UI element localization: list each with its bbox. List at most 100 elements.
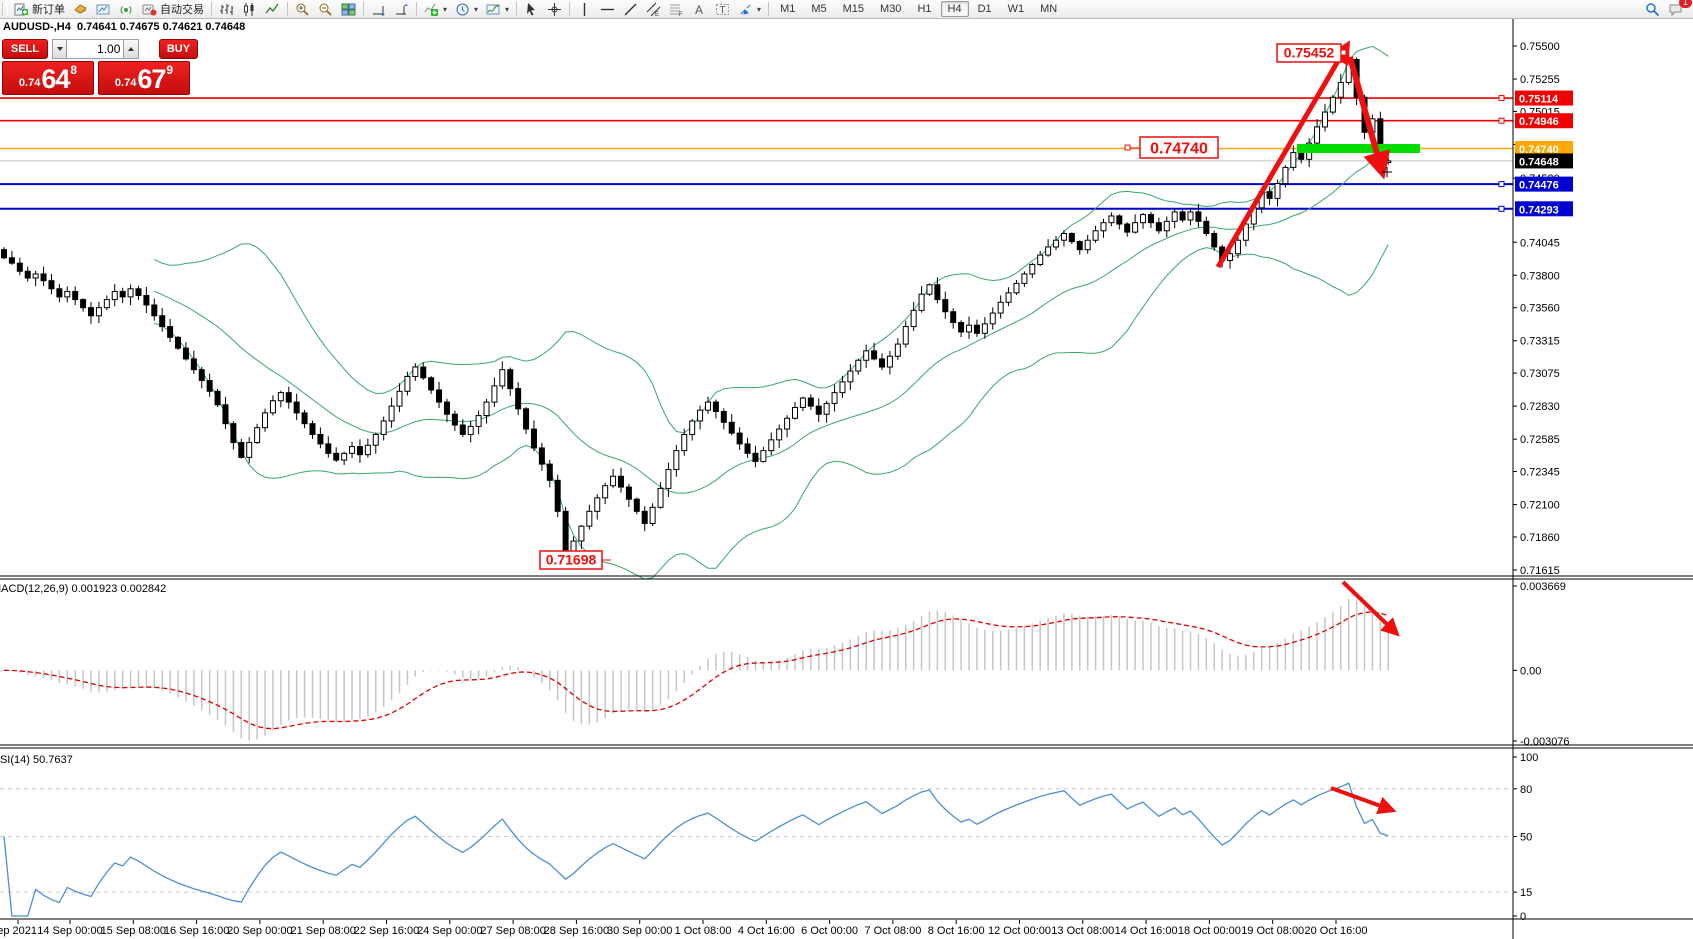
- toolbar-grip[interactable]: [2, 2, 8, 16]
- annotation-mid-price[interactable]: 0.74740: [1124, 136, 1219, 159]
- candle-body: [404, 375, 411, 392]
- funds-button[interactable]: [69, 1, 92, 17]
- price-level-lines[interactable]: [0, 97, 1513, 210]
- time-axis-label: 12 Oct 00:00: [988, 925, 1051, 937]
- crosshair-button[interactable]: [543, 1, 566, 17]
- trend-arrows[interactable]: [1215, 40, 1391, 269]
- signals-button[interactable]: [115, 1, 138, 17]
- toolbar: 新订单 自动交易 ▾ ▾ ▾: [0, 0, 1693, 19]
- candle-body: [538, 447, 545, 465]
- notifications-button[interactable]: 1: [1664, 0, 1692, 17]
- text-button[interactable]: A: [688, 1, 711, 17]
- indicators-button[interactable]: ▾: [420, 1, 451, 17]
- macd-histogram-bar: [327, 670, 330, 721]
- cursor-button[interactable]: [520, 1, 543, 17]
- price-axis-label: 0.73560: [1520, 303, 1560, 315]
- tab-timeframe-d1[interactable]: D1: [977, 3, 992, 15]
- candle-body: [1211, 232, 1218, 248]
- tab-timeframe-h4[interactable]: H4: [940, 1, 969, 17]
- sell-price-display[interactable]: 0.74 64 8: [2, 61, 94, 95]
- candle-body: [436, 389, 443, 403]
- candle-body: [1029, 264, 1036, 275]
- trendline-icon: [623, 2, 638, 17]
- line-chart-button[interactable]: [261, 1, 284, 17]
- candle-body: [720, 411, 727, 423]
- macd-histogram-bar: [549, 670, 551, 691]
- periods-dropdown[interactable]: ▾: [451, 1, 482, 17]
- line-handle[interactable]: [1498, 117, 1505, 124]
- down-trend-arrow[interactable]: [1347, 56, 1391, 180]
- line-handle[interactable]: [1498, 95, 1505, 102]
- tab-timeframe-m5[interactable]: M5: [811, 3, 827, 15]
- macd-histogram-bar: [42, 670, 45, 678]
- macd-histogram-bar: [382, 670, 385, 708]
- annotation-handle[interactable]: [1340, 49, 1347, 56]
- price-axis[interactable]: 0.755000.752550.750150.747700.745200.740…: [1498, 41, 1573, 577]
- zoom-in-button[interactable]: [291, 1, 314, 17]
- macd-histogram-bar: [533, 670, 535, 677]
- macd-histogram-bar: [145, 670, 148, 687]
- up-trend-arrow[interactable]: [1215, 40, 1351, 269]
- volume-increase-button[interactable]: [123, 39, 139, 59]
- macd-histogram-bar: [288, 670, 290, 721]
- candle-body: [8, 257, 15, 264]
- macd-histogram-bar: [106, 670, 108, 692]
- candlestick-chart-icon: [242, 2, 257, 17]
- chart-shift-button[interactable]: [390, 1, 413, 17]
- sell-price-main: 64: [41, 64, 70, 94]
- candle-body: [1282, 166, 1289, 185]
- channel-button[interactable]: E: [642, 1, 665, 17]
- trendline-button[interactable]: [619, 1, 642, 17]
- macd-histogram-bar: [651, 670, 654, 710]
- sell-button[interactable]: SELL: [2, 39, 48, 59]
- new-order-button[interactable]: 新订单: [10, 1, 69, 17]
- bar-chart-button[interactable]: [215, 1, 238, 17]
- macd-histogram-bar: [462, 670, 464, 678]
- green-highlight-bar[interactable]: [1297, 144, 1420, 154]
- price-tag-label: 0.74476: [1519, 180, 1559, 192]
- tab-timeframe-h1[interactable]: H1: [917, 3, 932, 15]
- tab-timeframe-m1[interactable]: M1: [780, 3, 796, 15]
- arrows-dropdown[interactable]: ▾: [734, 1, 765, 17]
- macd-histogram-bar: [343, 670, 345, 722]
- candlestick-chart-button[interactable]: [238, 1, 261, 17]
- templates-dropdown[interactable]: ▾: [482, 1, 513, 17]
- macd-down-arrow[interactable]: [1341, 580, 1400, 637]
- search-button[interactable]: [1641, 1, 1664, 17]
- volume-input[interactable]: [67, 39, 124, 59]
- line-handle[interactable]: [1498, 205, 1505, 212]
- annotation-handle[interactable]: [1124, 144, 1131, 151]
- macd-histogram-bar: [1221, 649, 1223, 671]
- dropdown-caret: ▾: [474, 4, 479, 14]
- buy-button[interactable]: BUY: [158, 39, 198, 59]
- macd-histogram-bar: [367, 670, 369, 717]
- rsi-down-arrow[interactable]: [1330, 786, 1397, 815]
- macd-axis-label: 0.00: [1520, 665, 1541, 677]
- volume-decrease-button[interactable]: [51, 39, 68, 59]
- autotrading-button[interactable]: 自动交易: [138, 1, 208, 17]
- auto-scroll-button[interactable]: [367, 1, 390, 17]
- tile-windows-button[interactable]: [337, 1, 360, 17]
- zoom-out-button[interactable]: [314, 1, 337, 17]
- candle-body: [475, 415, 482, 427]
- buy-price-display[interactable]: 0.74 67 9: [98, 61, 190, 95]
- tab-timeframe-mn[interactable]: MN: [1040, 3, 1058, 15]
- macd-axis-label: 0.003669: [1520, 581, 1566, 593]
- horizontal-line-button[interactable]: [596, 1, 619, 17]
- annotation-peak-price[interactable]: 0.75452: [1276, 43, 1342, 63]
- tab-timeframe-m30[interactable]: M30: [880, 3, 902, 15]
- vertical-line-button[interactable]: [573, 1, 596, 17]
- text-label-button[interactable]: T: [711, 1, 734, 17]
- annotation-mid-price-text: 0.74740: [1150, 141, 1208, 158]
- chart-window-button[interactable]: [92, 1, 115, 17]
- macd-histogram-bar: [786, 657, 788, 671]
- annotation-low-price[interactable]: 0.71698: [539, 550, 611, 570]
- tab-timeframe-w1[interactable]: W1: [1007, 3, 1025, 15]
- line-handle[interactable]: [1498, 181, 1505, 188]
- tab-timeframe-m15[interactable]: M15: [842, 3, 865, 15]
- macd-histogram-bar: [185, 670, 187, 702]
- candle-body: [151, 304, 158, 317]
- fibonacci-button[interactable]: F: [665, 1, 688, 17]
